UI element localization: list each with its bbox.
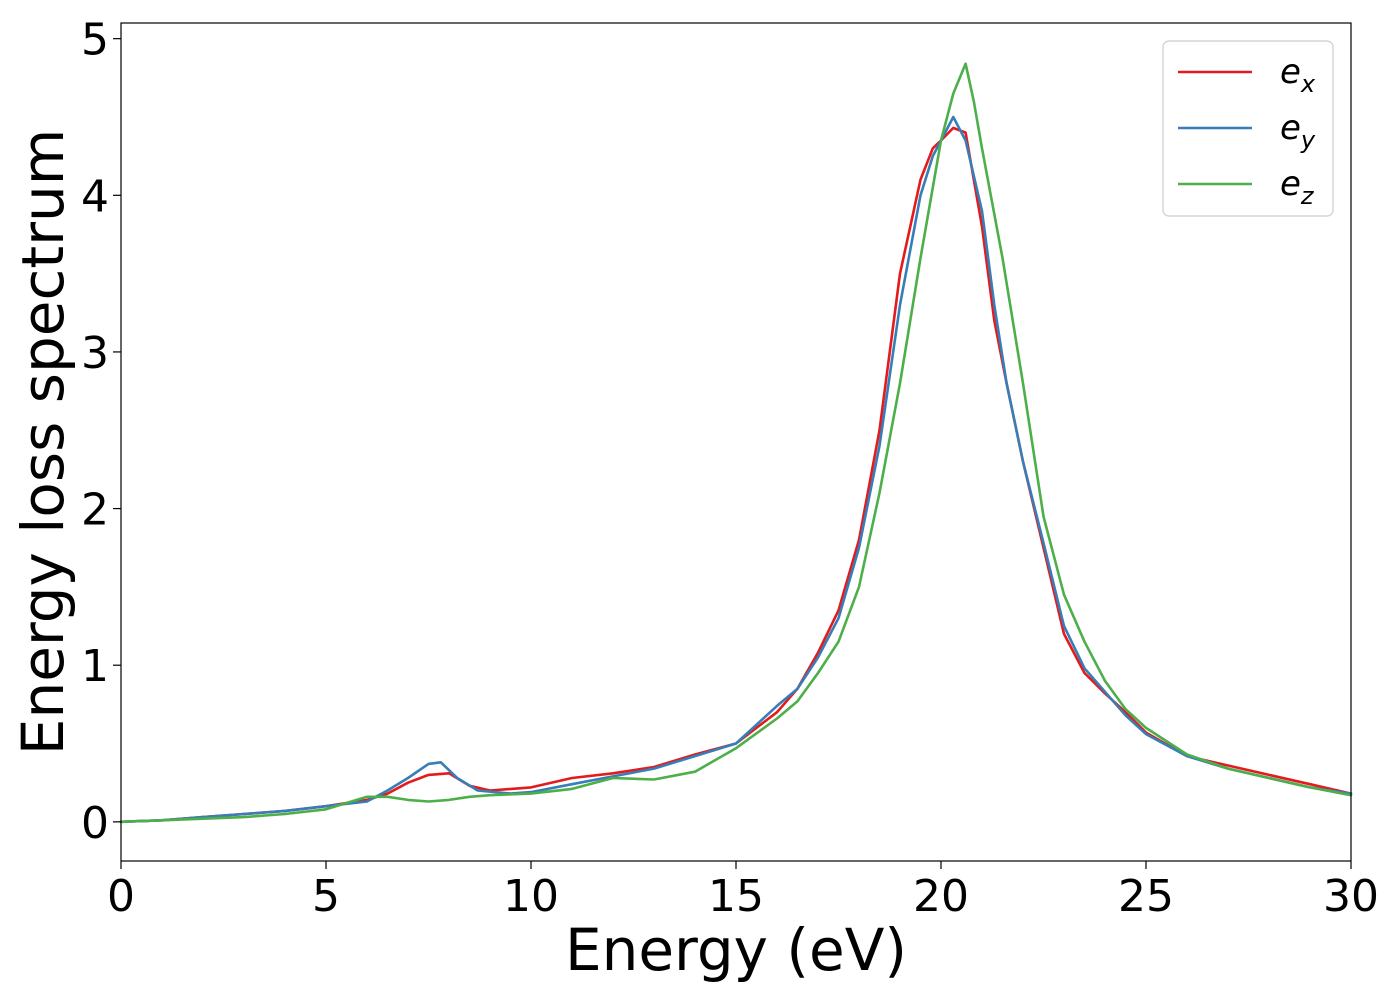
x-tick-label: 15 <box>708 871 764 922</box>
y-tick-label: 0 <box>81 798 109 849</box>
legend-label-base: e <box>1280 108 1301 148</box>
x-tick-label: 0 <box>107 871 135 922</box>
legend-label-subscript: y <box>1300 126 1316 154</box>
legend-label-subscript: x <box>1300 70 1316 98</box>
legend-label-base: e <box>1280 52 1301 92</box>
x-tick-label: 30 <box>1323 871 1379 922</box>
legend-label-y: ey <box>1280 108 1316 154</box>
series-line-y <box>119 115 1353 824</box>
x-tick-label: 20 <box>913 871 969 922</box>
legend-label-z: ez <box>1280 164 1315 210</box>
x-axis-label: Energy (eV) <box>565 916 907 984</box>
y-tick-label: 2 <box>81 485 109 536</box>
y-tick-label: 5 <box>81 15 109 66</box>
series-layer <box>119 62 1353 824</box>
x-tick-label: 5 <box>312 871 340 922</box>
y-tick-label: 4 <box>81 171 109 222</box>
x-tick-label: 25 <box>1118 871 1174 922</box>
y-tick-label: 1 <box>81 641 109 692</box>
x-tick-label: 10 <box>503 871 559 922</box>
legend-label-x: ex <box>1280 52 1316 98</box>
legend-label-subscript: z <box>1300 182 1315 210</box>
x-axis-ticks: 0 5 10 15 20 25 30 <box>107 861 1379 922</box>
y-axis-ticks: 0 1 2 3 4 5 <box>81 15 121 849</box>
series-line-x <box>119 126 1353 824</box>
series-line-z <box>119 62 1353 824</box>
legend-label-base: e <box>1280 164 1301 204</box>
y-tick-label: 3 <box>81 328 109 379</box>
y-axis-label: Energy loss spectrum <box>9 129 77 755</box>
